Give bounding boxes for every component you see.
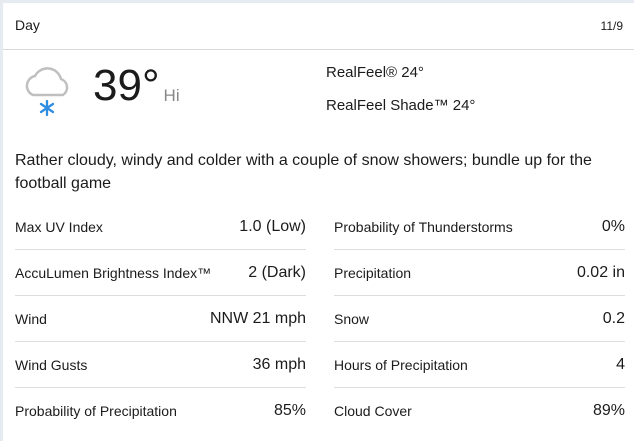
detail-row: Wind NNW 21 mph [15, 296, 306, 342]
detail-label: Cloud Cover [334, 402, 412, 419]
detail-value: 0% [601, 217, 625, 235]
realfeel-shade: RealFeel Shade™ 24° [326, 97, 476, 114]
details-left: Max UV Index 1.0 (Low) AccuLumen Brightne… [15, 204, 306, 433]
detail-row: Wind Gusts 36 mph [15, 342, 306, 388]
detail-value: 85% [273, 401, 306, 419]
detail-row: Probability of Thunderstorms 0% [334, 204, 625, 250]
detail-label: AccuLumen Brightness Index™ [15, 264, 212, 281]
detail-label: Max UV Index [15, 218, 103, 235]
detail-value: 2 (Dark) [248, 263, 306, 281]
detail-label: Wind [15, 310, 47, 327]
realfeel: RealFeel® 24° [326, 64, 424, 81]
detail-row: Probability of Precipitation 85% [15, 388, 306, 433]
cloud-snow-icon [25, 67, 69, 117]
detail-value: 1.0 (Low) [239, 217, 306, 235]
detail-value: 36 mph [252, 355, 306, 373]
card-header: Day 11/9 [3, 3, 634, 50]
detail-value: 4 [616, 355, 625, 373]
detail-row: Precipitation 0.02 in [334, 250, 625, 296]
detail-row: Cloud Cover 89% [334, 388, 625, 433]
details-right: Probability of Thunderstorms 0% Precipita… [334, 204, 625, 433]
detail-value: NNW 21 mph [209, 309, 306, 327]
forecast-body: Rather cloudy, windy and colder with a c… [15, 149, 625, 433]
high-label: Hi [163, 86, 180, 105]
temperature-block: 39° Hi [93, 61, 180, 111]
detail-label: Wind Gusts [15, 356, 88, 373]
detail-value: 89% [592, 401, 625, 419]
detail-label: Hours of Precipitation [334, 356, 468, 373]
card-title: Day [15, 17, 40, 33]
detail-value: 0.02 in [576, 263, 625, 281]
detail-label: Probability of Precipitation [15, 402, 177, 419]
detail-row: Max UV Index 1.0 (Low) [15, 204, 306, 250]
detail-label: Precipitation [334, 264, 412, 281]
forecast-description: Rather cloudy, windy and colder with a c… [15, 152, 592, 192]
forecast-date: 11/9 [600, 19, 623, 33]
details: Max UV Index 1.0 (Low) AccuLumen Brightne… [15, 204, 625, 433]
high-temperature: 39° [93, 61, 160, 110]
detail-label: Snow [334, 310, 370, 327]
detail-row: Hours of Precipitation 4 [334, 342, 625, 388]
day-forecast-card: Day 11/9 39° Hi RealFeel® 24° RealFeel S… [3, 3, 634, 441]
detail-row: AccuLumen Brightness Index™ 2 (Dark) [15, 250, 306, 296]
detail-row: Snow 0.2 [334, 296, 625, 342]
detail-value: 0.2 [602, 309, 625, 327]
detail-label: Probability of Thunderstorms [334, 218, 513, 235]
